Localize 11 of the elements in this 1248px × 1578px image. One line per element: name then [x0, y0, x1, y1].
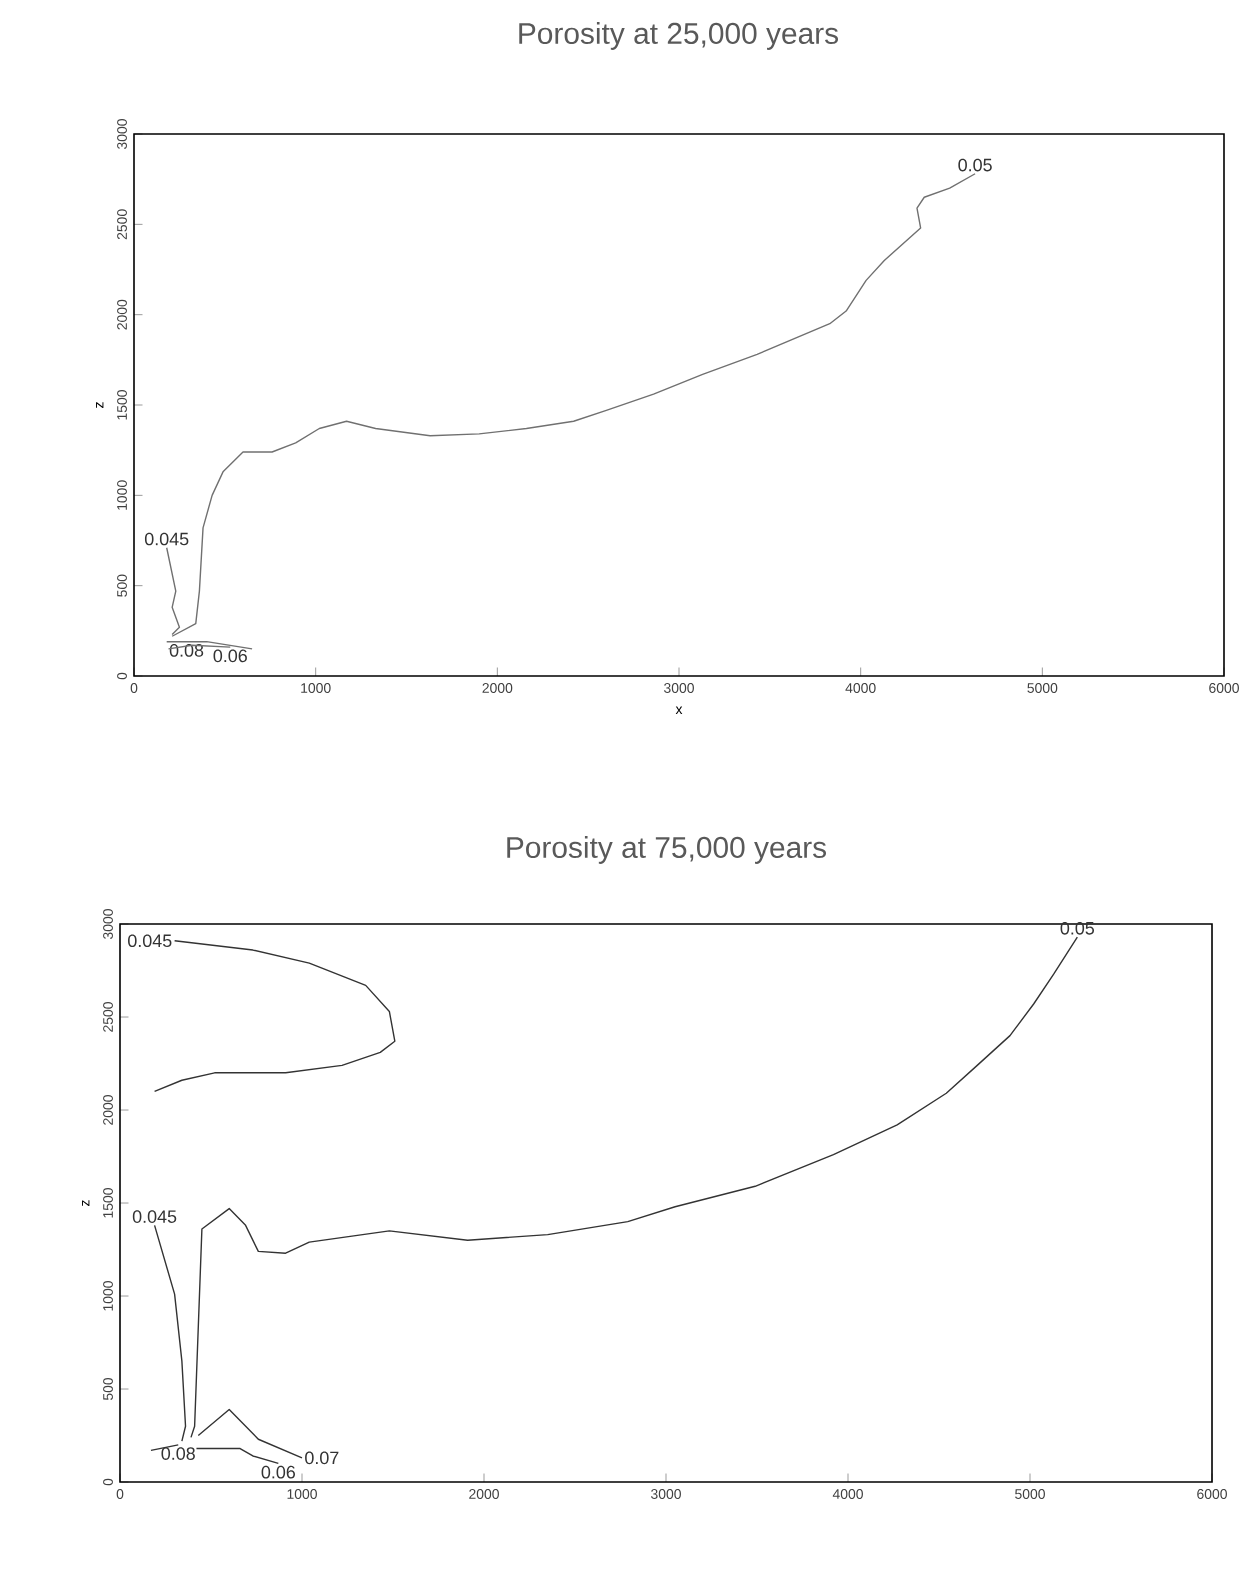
series-label: 0.05 — [958, 158, 992, 172]
series-label: 0.06 — [261, 1465, 296, 1479]
series-label: 0.045 — [128, 934, 172, 948]
chart-title: Porosity at 25,000 years — [519, 22, 839, 50]
series-label: 0.08 — [161, 1447, 195, 1460]
series-label: 0.07 — [305, 1451, 339, 1465]
series-label: 0.06 — [213, 649, 247, 663]
series-label: 0.045 — [132, 1210, 177, 1223]
chart-title: Porosity at 75,000 years — [507, 836, 827, 864]
series-label: 0.05 — [1060, 921, 1095, 935]
series-label: 0.045 — [144, 532, 189, 546]
